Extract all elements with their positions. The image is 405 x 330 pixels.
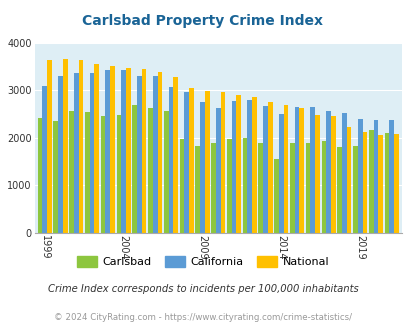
Bar [362,132,367,233]
Bar [388,120,393,233]
Bar [116,115,121,233]
Bar [242,138,247,233]
Bar [267,102,272,233]
Bar [157,72,162,233]
Bar [226,139,231,233]
Bar [236,95,241,233]
Bar [357,119,362,233]
Bar [211,144,215,233]
Bar [377,135,382,233]
Bar [231,101,236,233]
Bar [373,120,377,233]
Text: © 2024 CityRating.com - https://www.cityrating.com/crime-statistics/: © 2024 CityRating.com - https://www.city… [54,313,351,322]
Bar [121,70,126,233]
Bar [85,112,90,233]
Bar [305,143,310,233]
Bar [337,147,341,233]
Text: Carlsbad Property Crime Index: Carlsbad Property Crime Index [82,15,323,28]
Bar [326,111,330,233]
Bar [289,143,294,233]
Bar [252,96,256,233]
Bar [310,108,314,233]
Bar [42,85,47,233]
Bar [69,111,74,233]
Bar [368,130,373,233]
Bar [346,127,351,233]
Bar [126,68,130,233]
Bar [168,87,173,233]
Bar [262,106,267,233]
Bar [38,118,42,233]
Bar [163,111,168,233]
Bar [63,59,68,233]
Bar [148,108,152,233]
Bar [384,133,388,233]
Bar [136,76,141,233]
Bar [141,70,146,233]
Bar [393,134,398,233]
Bar [278,114,283,233]
Bar [200,102,204,233]
Bar [294,108,299,233]
Bar [184,92,189,233]
Bar [273,159,278,233]
Bar [132,105,136,233]
Bar [53,121,58,233]
Bar [152,76,157,233]
Bar [173,77,177,233]
Bar [314,115,319,233]
Bar [220,92,225,233]
Bar [47,60,52,233]
Bar [341,113,346,233]
Bar [105,70,110,233]
Legend: Carlsbad, California, National: Carlsbad, California, National [72,251,333,271]
Bar [179,139,184,233]
Bar [189,88,193,233]
Bar [299,108,303,233]
Bar [79,60,83,233]
Bar [215,108,220,233]
Bar [321,141,326,233]
Bar [94,64,99,233]
Bar [258,143,262,233]
Bar [74,73,79,233]
Text: Crime Index corresponds to incidents per 100,000 inhabitants: Crime Index corresponds to incidents per… [47,284,358,294]
Bar [204,91,209,233]
Bar [110,66,115,233]
Bar [352,146,357,233]
Bar [58,76,63,233]
Bar [195,146,200,233]
Bar [100,116,105,233]
Bar [247,100,252,233]
Bar [330,116,335,233]
Bar [90,73,94,233]
Bar [283,105,288,233]
